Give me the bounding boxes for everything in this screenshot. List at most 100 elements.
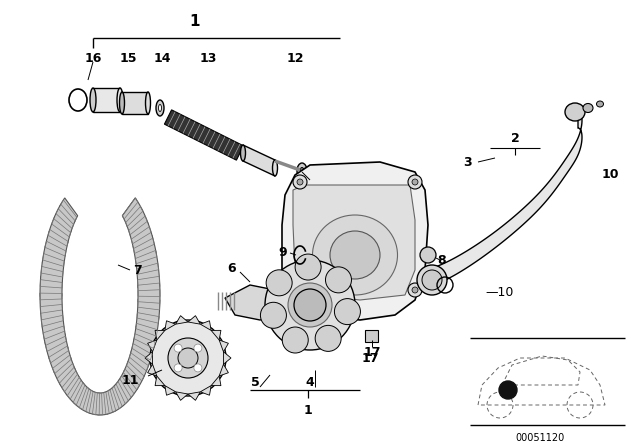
- Text: 13: 13: [199, 52, 217, 65]
- Circle shape: [294, 289, 326, 321]
- Text: 12: 12: [286, 52, 304, 65]
- Ellipse shape: [596, 101, 604, 107]
- Polygon shape: [148, 364, 157, 376]
- Circle shape: [412, 287, 418, 293]
- Polygon shape: [365, 330, 378, 342]
- Polygon shape: [165, 386, 176, 395]
- Polygon shape: [81, 388, 89, 410]
- Polygon shape: [54, 216, 72, 233]
- Text: 2: 2: [511, 132, 520, 145]
- Polygon shape: [145, 352, 152, 364]
- Text: 4: 4: [306, 375, 314, 388]
- Circle shape: [168, 338, 208, 378]
- Ellipse shape: [159, 104, 161, 112]
- Polygon shape: [122, 198, 136, 217]
- Polygon shape: [137, 267, 159, 274]
- Polygon shape: [40, 276, 63, 283]
- Polygon shape: [122, 92, 148, 114]
- Polygon shape: [137, 313, 159, 320]
- Circle shape: [265, 260, 355, 350]
- Ellipse shape: [312, 215, 397, 295]
- Polygon shape: [40, 307, 63, 313]
- Polygon shape: [104, 392, 108, 414]
- Circle shape: [174, 364, 182, 372]
- Polygon shape: [66, 376, 79, 396]
- Polygon shape: [188, 392, 200, 401]
- Ellipse shape: [117, 88, 123, 112]
- Polygon shape: [165, 321, 176, 331]
- Polygon shape: [45, 334, 65, 345]
- Circle shape: [335, 299, 360, 325]
- Polygon shape: [42, 321, 63, 330]
- Polygon shape: [60, 367, 75, 386]
- Polygon shape: [148, 340, 157, 352]
- Polygon shape: [119, 379, 131, 399]
- Polygon shape: [109, 389, 116, 412]
- Text: 16: 16: [84, 52, 102, 65]
- Text: 15: 15: [119, 52, 137, 65]
- Text: 6: 6: [228, 262, 236, 275]
- Polygon shape: [219, 340, 228, 352]
- Text: 11: 11: [121, 374, 139, 387]
- Polygon shape: [49, 229, 68, 244]
- Text: 00051120: 00051120: [515, 433, 564, 443]
- Polygon shape: [200, 321, 211, 331]
- Polygon shape: [114, 385, 124, 406]
- Polygon shape: [135, 250, 156, 261]
- Ellipse shape: [330, 231, 380, 279]
- Polygon shape: [282, 162, 428, 320]
- Polygon shape: [40, 293, 62, 297]
- Circle shape: [178, 348, 198, 368]
- Text: 14: 14: [153, 52, 171, 65]
- Text: 7: 7: [134, 263, 142, 276]
- Polygon shape: [42, 260, 63, 269]
- Circle shape: [194, 364, 202, 372]
- Ellipse shape: [300, 168, 304, 175]
- Polygon shape: [176, 392, 188, 401]
- Circle shape: [174, 344, 182, 352]
- Circle shape: [194, 344, 202, 352]
- Polygon shape: [432, 110, 582, 285]
- Polygon shape: [131, 350, 150, 366]
- Polygon shape: [89, 392, 94, 414]
- Polygon shape: [200, 386, 211, 395]
- Ellipse shape: [273, 160, 278, 176]
- Circle shape: [288, 283, 332, 327]
- Polygon shape: [133, 235, 153, 249]
- Polygon shape: [293, 185, 415, 300]
- Circle shape: [408, 283, 422, 297]
- Polygon shape: [54, 357, 71, 374]
- Circle shape: [260, 302, 287, 328]
- Ellipse shape: [241, 145, 246, 161]
- Polygon shape: [223, 352, 231, 364]
- Polygon shape: [97, 393, 99, 415]
- Circle shape: [293, 175, 307, 189]
- Circle shape: [297, 287, 303, 293]
- Text: 5: 5: [251, 375, 259, 388]
- Text: 8: 8: [438, 254, 446, 267]
- Polygon shape: [225, 285, 290, 320]
- Polygon shape: [176, 316, 188, 324]
- Ellipse shape: [297, 163, 307, 179]
- Circle shape: [150, 320, 226, 396]
- Circle shape: [315, 325, 341, 351]
- Ellipse shape: [120, 92, 125, 114]
- Polygon shape: [138, 299, 160, 303]
- Circle shape: [266, 270, 292, 296]
- Ellipse shape: [90, 88, 96, 112]
- Polygon shape: [45, 244, 65, 256]
- Circle shape: [297, 179, 303, 185]
- Circle shape: [499, 381, 517, 399]
- Polygon shape: [211, 376, 221, 386]
- Text: 17: 17: [361, 352, 379, 365]
- Text: 17: 17: [364, 345, 381, 358]
- Polygon shape: [127, 361, 144, 379]
- Circle shape: [412, 179, 418, 185]
- Ellipse shape: [583, 103, 593, 112]
- Polygon shape: [155, 330, 165, 340]
- Polygon shape: [243, 145, 275, 176]
- Polygon shape: [136, 326, 157, 336]
- Polygon shape: [219, 364, 228, 376]
- Polygon shape: [60, 204, 75, 223]
- Circle shape: [420, 247, 436, 263]
